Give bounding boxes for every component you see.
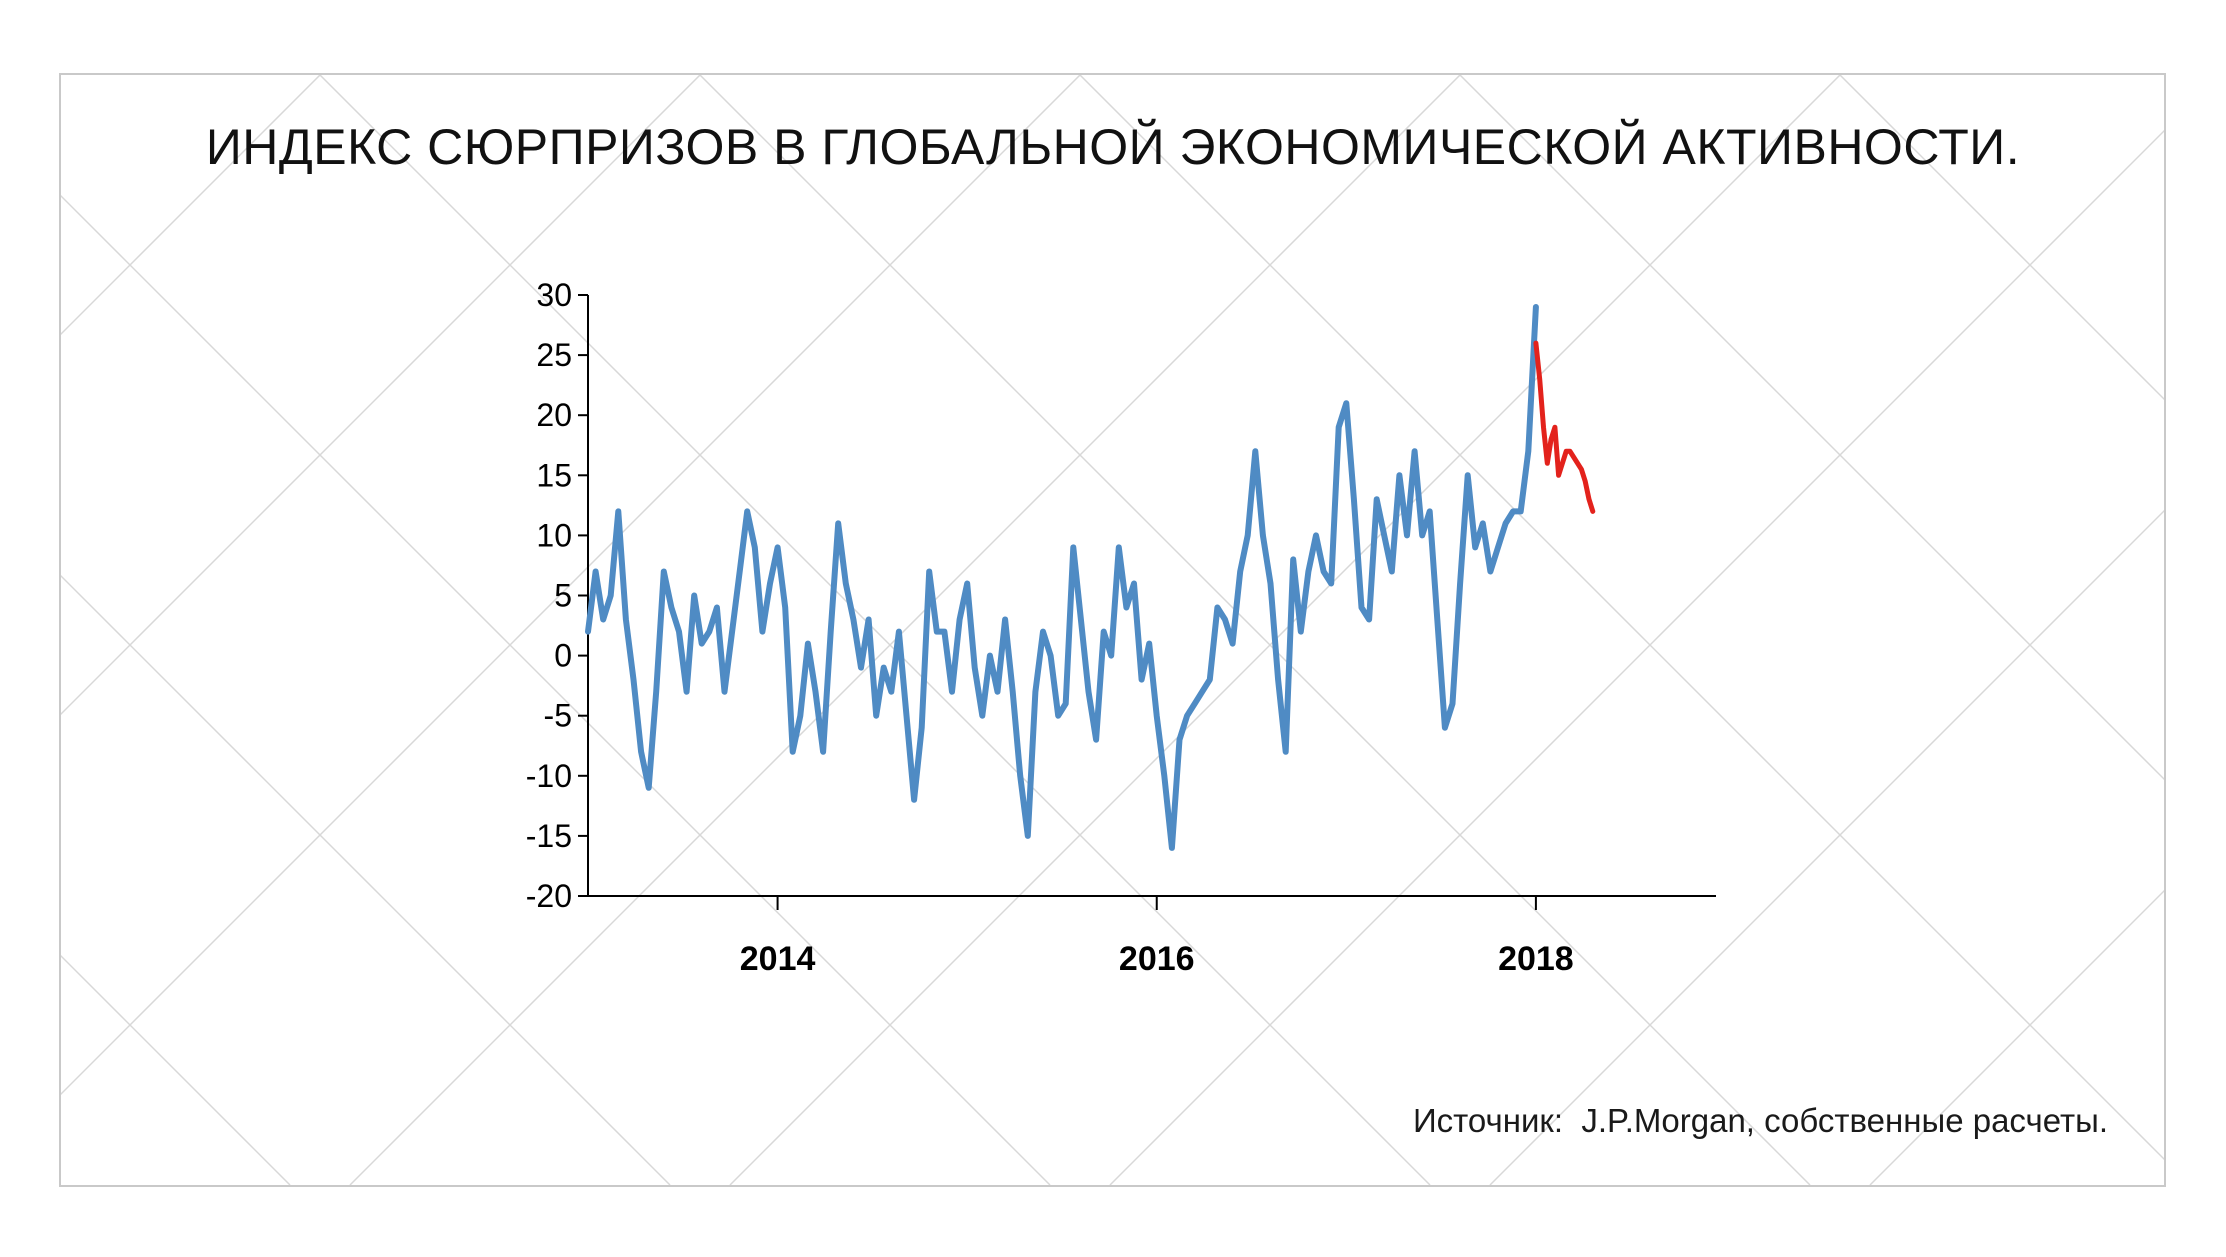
watermark-grid (61, 75, 2164, 1185)
x-tick-label: 2018 (1498, 940, 1574, 978)
x-tick-label: 2014 (740, 940, 816, 978)
series-line-recent (1533, 340, 1596, 514)
chart-title: ИНДЕКС СЮРПРИЗОВ В ГЛОБАЛЬНОЙ ЭКОНОМИЧЕС… (205, 119, 2021, 175)
y-tick-label: -5 (544, 698, 572, 734)
y-tick-label: 25 (536, 337, 572, 373)
series-line-history (585, 304, 1539, 851)
source-note: Источник: J.P.Morgan, собственные расчет… (1412, 1102, 2108, 1139)
y-tick-label: 30 (536, 277, 572, 313)
y-tick-label: 10 (536, 517, 572, 553)
y-tick-label: 5 (554, 578, 572, 614)
y-tick-label: -15 (526, 818, 572, 854)
y-tick-label: 20 (536, 397, 572, 433)
y-tick-label: 0 (554, 638, 572, 674)
x-tick-label: 2016 (1119, 940, 1195, 978)
y-tick-label: 15 (536, 457, 572, 493)
y-tick-label: -20 (526, 878, 572, 914)
y-tick-label: -10 (526, 758, 572, 794)
